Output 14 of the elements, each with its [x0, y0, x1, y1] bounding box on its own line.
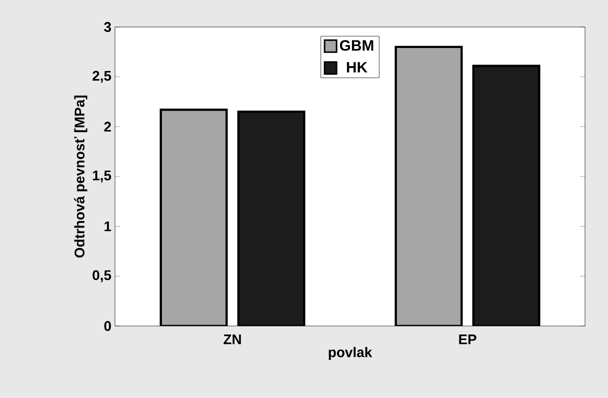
- y-tick-label: 2: [104, 122, 111, 132]
- x-tick-label: ZN: [224, 334, 241, 344]
- y-tick-label: 1,5: [92, 170, 112, 182]
- y-tick-label: 0,5: [92, 270, 112, 282]
- y-tick-label: 3: [104, 22, 111, 32]
- y-tick-label: 2,5: [92, 70, 112, 83]
- x-axis-title: povlak: [328, 346, 372, 360]
- legend-label: GBM: [340, 40, 374, 51]
- y-tick-label: 1: [104, 222, 112, 232]
- bar: [237, 110, 306, 326]
- x-tick-label: EP: [459, 334, 476, 344]
- y-tick-label: 0: [104, 321, 111, 331]
- y-axis-title: Odtrhová pevnosť [MPa]: [74, 96, 88, 258]
- legend-label: HK: [346, 62, 368, 72]
